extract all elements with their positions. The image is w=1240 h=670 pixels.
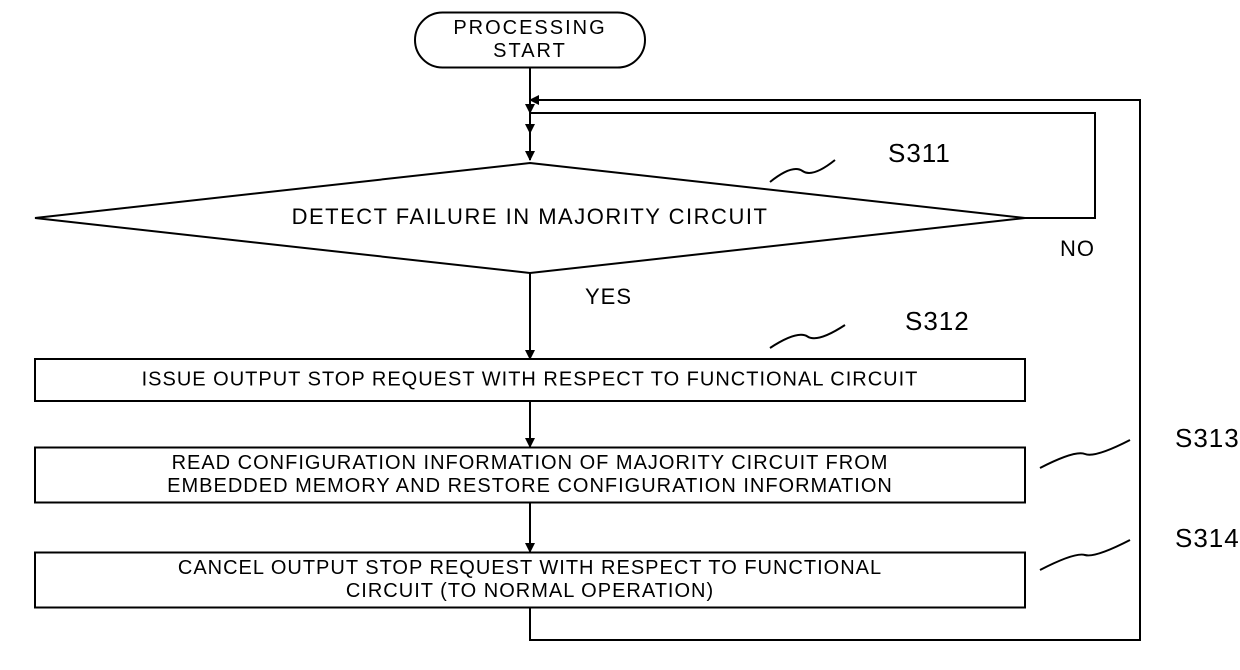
label-yes: YES <box>585 284 632 309</box>
label-s313: S313 <box>1175 423 1240 453</box>
flowchart-canvas: PROCESSINGSTART DETECT FAILURE IN MAJORIT… <box>0 0 1240 670</box>
label-s312: S312 <box>905 306 970 336</box>
node-text: EMBEDDED MEMORY AND RESTORE CONFIGURATIO… <box>167 475 893 497</box>
leader-squiggle <box>770 160 835 182</box>
label-no: NO <box>1060 236 1095 261</box>
node-text: ISSUE OUTPUT STOP REQUEST WITH RESPECT T… <box>142 368 919 390</box>
node-text: CANCEL OUTPUT STOP REQUEST WITH RESPECT … <box>178 557 882 579</box>
node-text: PROCESSING <box>453 17 606 39</box>
node-text: START <box>493 40 567 62</box>
node-text: READ CONFIGURATION INFORMATION OF MAJORI… <box>172 452 889 474</box>
node-text: CIRCUIT (TO NORMAL OPERATION) <box>346 580 714 602</box>
node-text: DETECT FAILURE IN MAJORITY CIRCUIT <box>292 204 769 229</box>
label-s314: S314 <box>1175 523 1240 553</box>
leader-squiggle <box>1040 440 1130 468</box>
leader-squiggle <box>1040 540 1130 570</box>
leader-squiggle <box>770 325 845 348</box>
label-s311: S311 <box>888 138 951 168</box>
